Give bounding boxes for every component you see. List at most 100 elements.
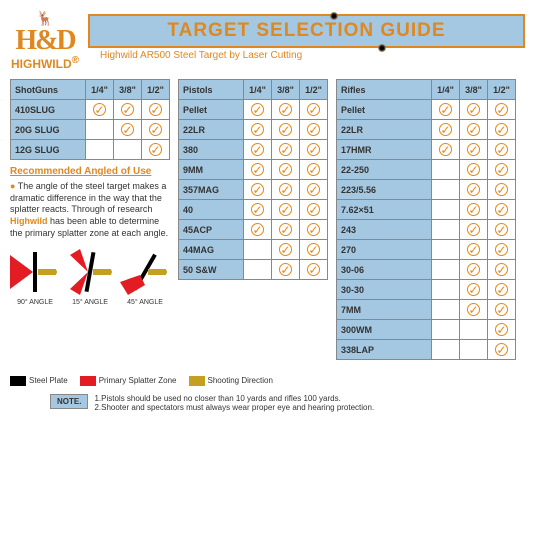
note-line-2: 2.Shooter and spectators must always wea… bbox=[94, 403, 374, 412]
check-icon: ✓ bbox=[279, 143, 292, 156]
check-icon: ✓ bbox=[439, 143, 452, 156]
table-row: 223/5.56✓✓ bbox=[337, 180, 516, 200]
check-icon: ✓ bbox=[439, 123, 452, 136]
check-icon: ✓ bbox=[279, 123, 292, 136]
check-icon: ✓ bbox=[467, 203, 480, 216]
check-icon: ✓ bbox=[495, 123, 508, 136]
check-icon: ✓ bbox=[279, 183, 292, 196]
check-icon: ✓ bbox=[149, 143, 162, 156]
pistols-table: Pistols1/4"3/8"1/2"Pellet✓✓✓22LR✓✓✓380✓✓… bbox=[178, 79, 328, 280]
table-row: 22LR✓✓✓ bbox=[337, 120, 516, 140]
check-icon: ✓ bbox=[251, 143, 264, 156]
logo: 🦌 H&D HIGHWILD® bbox=[10, 10, 80, 71]
check-icon: ✓ bbox=[251, 183, 264, 196]
legend-direction: Shooting Direction bbox=[189, 376, 273, 386]
table-row: 50 S&W✓✓ bbox=[179, 260, 328, 280]
table-row: 270✓✓ bbox=[337, 240, 516, 260]
check-icon: ✓ bbox=[307, 203, 320, 216]
table-row: 357MAG✓✓✓ bbox=[179, 180, 328, 200]
diagram-15: 15° ANGLE bbox=[65, 247, 115, 306]
check-icon: ✓ bbox=[467, 223, 480, 236]
table-row: 22-250✓✓ bbox=[337, 160, 516, 180]
table-row: 7MM✓✓ bbox=[337, 300, 516, 320]
table-row: 45ACP✓✓✓ bbox=[179, 220, 328, 240]
check-icon: ✓ bbox=[495, 263, 508, 276]
table-row: 243✓✓ bbox=[337, 220, 516, 240]
table-row: 9MM✓✓✓ bbox=[179, 160, 328, 180]
check-icon: ✓ bbox=[251, 223, 264, 236]
rec-title: Recommended Angled of Use bbox=[10, 166, 170, 177]
check-icon: ✓ bbox=[121, 103, 134, 116]
check-icon: ✓ bbox=[495, 223, 508, 236]
check-icon: ✓ bbox=[279, 223, 292, 236]
check-icon: ✓ bbox=[307, 183, 320, 196]
check-icon: ✓ bbox=[495, 103, 508, 116]
table-row: 30-30✓✓ bbox=[337, 280, 516, 300]
check-icon: ✓ bbox=[467, 183, 480, 196]
check-icon: ✓ bbox=[149, 123, 162, 136]
check-icon: ✓ bbox=[93, 103, 106, 116]
rifles-table: Rifles1/4"3/8"1/2"Pellet✓✓✓22LR✓✓✓17HMR✓… bbox=[336, 79, 516, 360]
check-icon: ✓ bbox=[307, 243, 320, 256]
check-icon: ✓ bbox=[495, 283, 508, 296]
check-icon: ✓ bbox=[495, 183, 508, 196]
check-icon: ✓ bbox=[121, 123, 134, 136]
check-icon: ✓ bbox=[251, 203, 264, 216]
check-icon: ✓ bbox=[467, 283, 480, 296]
check-icon: ✓ bbox=[495, 163, 508, 176]
logo-reg: ® bbox=[72, 55, 79, 66]
table-row: Pellet✓✓✓ bbox=[337, 100, 516, 120]
check-icon: ✓ bbox=[307, 123, 320, 136]
angle-diagrams: 90° ANGLE 15° ANGLE 45° ANGLE bbox=[10, 247, 170, 306]
check-icon: ✓ bbox=[307, 143, 320, 156]
check-icon: ✓ bbox=[495, 143, 508, 156]
check-icon: ✓ bbox=[307, 263, 320, 276]
diagram-90: 90° ANGLE bbox=[10, 247, 60, 306]
table-row: 338LAP✓ bbox=[337, 340, 516, 360]
check-icon: ✓ bbox=[279, 263, 292, 276]
check-icon: ✓ bbox=[495, 343, 508, 356]
shotguns-table: ShotGuns1/4"3/8"1/2"410SLUG✓✓✓20G SLUG✓✓… bbox=[10, 79, 170, 160]
table-row: 7.62×51✓✓ bbox=[337, 200, 516, 220]
table-row: 300WM✓ bbox=[337, 320, 516, 340]
page-title: TARGET SELECTION GUIDE bbox=[88, 14, 525, 48]
legend-splatter: Primary Splatter Zone bbox=[80, 376, 177, 386]
check-icon: ✓ bbox=[279, 163, 292, 176]
angle-label-2: 45° ANGLE bbox=[120, 299, 170, 306]
table-row: 20G SLUG✓✓ bbox=[11, 120, 170, 140]
check-icon: ✓ bbox=[495, 203, 508, 216]
check-icon: ✓ bbox=[495, 303, 508, 316]
check-icon: ✓ bbox=[251, 123, 264, 136]
check-icon: ✓ bbox=[467, 123, 480, 136]
table-row: 17HMR✓✓✓ bbox=[337, 140, 516, 160]
note-line-1: 1.Pistols should be used no closer than … bbox=[94, 394, 374, 403]
check-icon: ✓ bbox=[279, 243, 292, 256]
table-row: 380✓✓✓ bbox=[179, 140, 328, 160]
table-row: 40✓✓✓ bbox=[179, 200, 328, 220]
legend-plate: Steel Plate bbox=[10, 376, 68, 386]
check-icon: ✓ bbox=[467, 103, 480, 116]
check-icon: ✓ bbox=[467, 303, 480, 316]
check-icon: ✓ bbox=[149, 103, 162, 116]
table-row: 30-06✓✓ bbox=[337, 260, 516, 280]
diagram-45: 45° ANGLE bbox=[120, 247, 170, 306]
subtitle: Highwild AR500 Steel Target by Laser Cut… bbox=[100, 50, 525, 61]
check-icon: ✓ bbox=[279, 203, 292, 216]
check-icon: ✓ bbox=[495, 243, 508, 256]
table-row: Pellet✓✓✓ bbox=[179, 100, 328, 120]
check-icon: ✓ bbox=[467, 263, 480, 276]
logo-brand: HIGHWILD bbox=[11, 57, 72, 71]
note-label: NOTE. bbox=[50, 394, 88, 409]
check-icon: ✓ bbox=[439, 103, 452, 116]
angle-label-0: 90° ANGLE bbox=[10, 299, 60, 306]
note: NOTE. 1.Pistols should be used no closer… bbox=[50, 394, 525, 412]
check-icon: ✓ bbox=[251, 103, 264, 116]
table-row: 12G SLUG✓ bbox=[11, 140, 170, 160]
check-icon: ✓ bbox=[251, 163, 264, 176]
table-row: 44MAG✓✓ bbox=[179, 240, 328, 260]
legend: Steel Plate Primary Splatter Zone Shooti… bbox=[10, 376, 525, 386]
table-row: 22LR✓✓✓ bbox=[179, 120, 328, 140]
check-icon: ✓ bbox=[467, 163, 480, 176]
check-icon: ✓ bbox=[307, 163, 320, 176]
rec-text: ● The angle of the steel target makes a … bbox=[10, 181, 170, 239]
